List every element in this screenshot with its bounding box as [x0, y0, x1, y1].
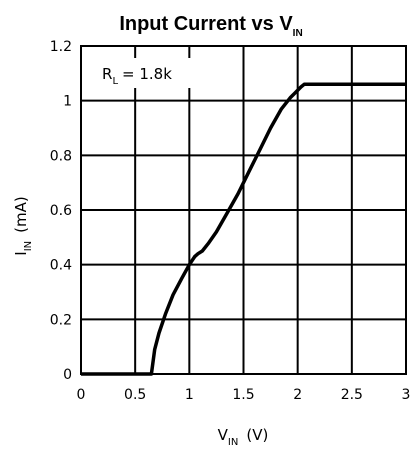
svg-text:RL= 1.8k: RL = 1.8k — [102, 65, 172, 87]
x-tick-label: 0.5 — [124, 387, 146, 403]
y-tick-label: 0.4 — [50, 258, 72, 274]
x-tick-labels: 0 0.5 1 1.5 2 2.5 3 — [77, 387, 411, 403]
y-tick-label: 1.2 — [50, 39, 72, 55]
x-tick-label: 2 — [293, 387, 302, 403]
y-tick-label: 0 — [63, 367, 72, 383]
x-tick-label: 3 — [402, 387, 411, 403]
x-tick-label: 2.5 — [341, 387, 363, 403]
y-tick-label: 0.6 — [50, 203, 72, 219]
x-tick-label: 0 — [77, 387, 86, 403]
chart-title: Input Current vs VIN — [119, 13, 302, 39]
x-tick-label: 1 — [185, 387, 194, 403]
y-tick-label: 0.2 — [50, 312, 72, 328]
x-tick-label: 1.5 — [232, 387, 254, 403]
y-axis-label: IIN(mA) — [12, 196, 34, 255]
grid — [81, 46, 406, 374]
plot-frame — [80, 45, 407, 375]
series-line — [81, 82, 406, 376]
annotation-rl: RL = 1.8k — [96, 58, 194, 88]
y-tick-label: 0.8 — [50, 148, 72, 164]
y-tick-labels: 0 0.2 0.4 0.6 0.8 1 1.2 — [50, 39, 72, 383]
x-axis-label: VIN (V) — [218, 426, 269, 448]
y-tick-label: 1 — [63, 94, 72, 110]
